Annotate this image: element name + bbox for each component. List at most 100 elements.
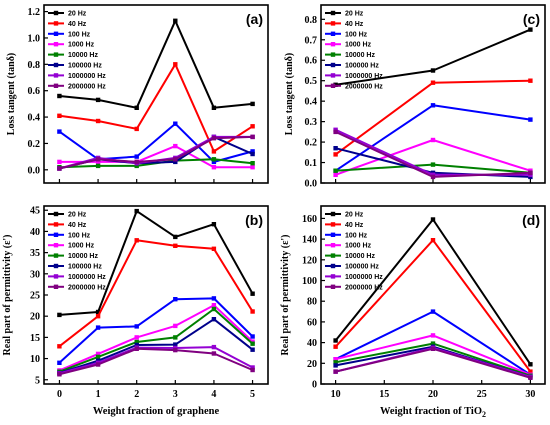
data-point [250,365,255,370]
data-point [95,157,101,162]
data-point [333,168,338,173]
y-tick-label: 1.0 [28,33,41,44]
data-point [528,362,533,367]
legend-marker [53,10,59,16]
y-tick-label: 0.3 [305,117,318,128]
data-point [57,129,62,134]
data-point [211,136,217,141]
data-point [95,362,101,367]
data-point [95,118,101,124]
legend-label: 1000 Hz [68,243,95,250]
data-point [134,159,139,165]
data-point [211,105,217,110]
y-tick-label: 0.2 [28,139,41,150]
legend-label: 2000000 Hz [68,83,106,90]
panel-c: 0.0 0.1 0.2 0.3 0.4 0.5 0.6 0.7 0.8 Loss tangent … [284,4,546,190]
data-point [211,317,217,322]
data-point [134,339,139,345]
legend-marker [330,83,336,88]
data-point [211,306,217,312]
data-point [95,325,101,330]
legend-marker [53,42,59,47]
data-point [173,121,178,126]
data-point [250,151,255,157]
legend-label: 100000 Hz [345,264,379,271]
legend-label: 20 Hz [68,212,87,219]
legend-label: 1000000 Hz [68,274,106,281]
data-point [173,234,178,240]
data-point [134,126,139,132]
y-tick-label: 0.8 [28,60,41,71]
legend-marker [53,243,59,248]
legend-marker [53,21,59,26]
legend-label: 100 Hz [345,31,368,38]
legend-marker [330,52,336,57]
x-tick-label: 30 [525,389,535,400]
y-tick-label: 1.2 [28,7,41,18]
data-point [134,324,139,329]
data-point [134,154,139,159]
legend-marker [330,232,336,237]
legend-label: 2000000 Hz [345,284,383,291]
data-point [57,93,62,99]
x-tick-label: 5 [250,389,255,400]
y-tick-label: 5 [35,375,40,386]
legend-marker [330,73,336,78]
data-point [430,68,436,73]
data-point [250,165,255,170]
data-point [95,309,101,315]
data-point [173,342,178,347]
legend-marker [53,73,59,78]
panel-label: (a) [246,11,263,27]
panel-label: (c) [523,11,540,27]
data-point [211,159,217,165]
data-point [95,351,101,357]
data-point [95,163,101,169]
data-point [134,238,139,243]
data-point [57,372,62,377]
legend-label: 100000 Hz [68,264,102,271]
data-point [173,297,178,302]
y-tick-label: 0.5 [305,76,318,87]
series-line-1000000-hz [59,346,254,375]
data-point [528,27,533,32]
y-tick-label: 0.6 [305,56,318,67]
series-line-10000-hz [59,308,254,373]
data-point [134,342,139,348]
x-axis-label: Weight fraction of graphene [93,406,220,417]
data-point [134,105,139,110]
legend-label: 10000 Hz [68,253,98,260]
data-point [430,346,436,351]
y-tick-label: 35 [30,248,40,259]
series-line-40-hz [59,63,254,153]
legend-marker [53,274,59,279]
data-point [134,346,139,351]
x-tick-label: 4 [211,389,216,400]
data-point [250,291,255,296]
data-point [333,152,338,157]
y-tick-label: 0 [312,380,317,391]
data-point [250,124,255,129]
plot-frame [43,4,269,184]
data-point [211,303,217,308]
y-axis-label: Real part of permittivity (ε') [2,235,13,356]
y-tick-label: 140 [302,235,317,246]
data-point [211,344,217,350]
legend-label: 1000 Hz [68,42,95,49]
legend-marker [330,284,336,289]
y-tick-label: 80 [307,297,317,308]
data-point [528,78,533,83]
legend-marker [53,83,59,88]
x-axis-label-main: Weight fraction of TiO [380,406,482,417]
y-tick-label: 25 [30,291,40,302]
data-point [250,334,255,339]
legend-marker [53,284,59,289]
legend-label: 40 Hz [345,222,364,229]
data-point [134,163,139,169]
data-point [173,143,178,149]
legend-label: 1000000 Hz [68,73,106,80]
y-tick-label: 40 [30,227,40,238]
legend-marker [330,31,336,36]
data-point [528,369,533,374]
y-tick-label: 20 [30,312,40,323]
